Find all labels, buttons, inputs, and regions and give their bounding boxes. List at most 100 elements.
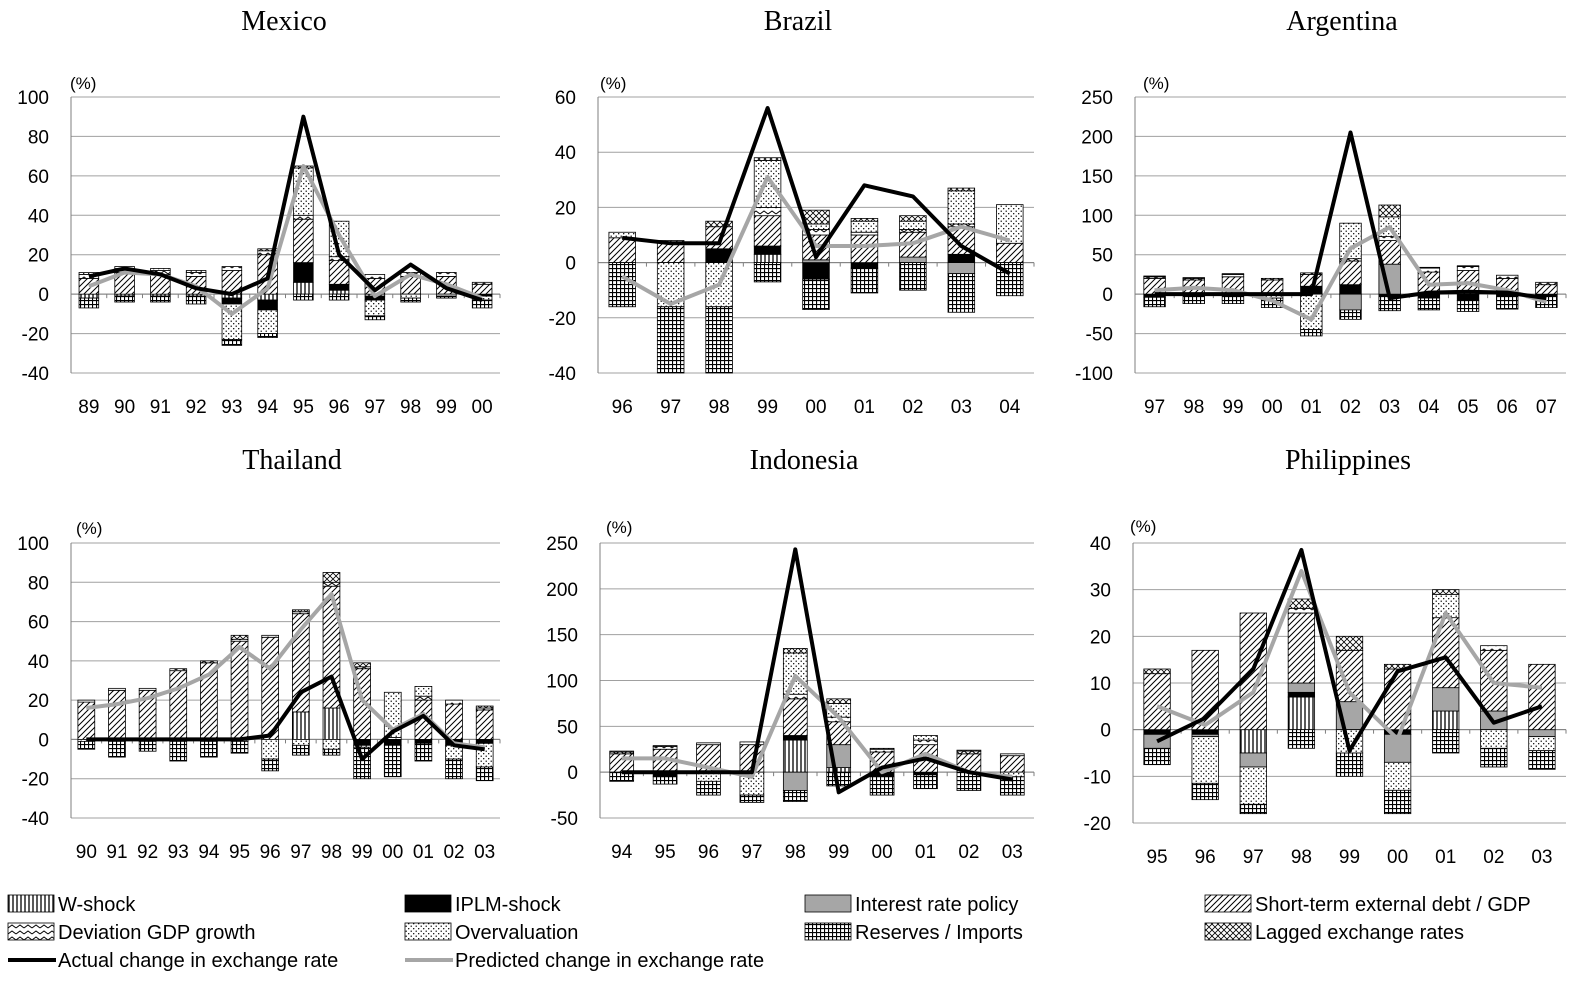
- bar-st-02: [445, 703, 463, 740]
- bar-ov-04: [1417, 266, 1441, 269]
- bar-st-89: [78, 277, 100, 295]
- x-tick-label: 00: [472, 397, 493, 418]
- bar-ov-91: [150, 268, 171, 271]
- chart-mexico: Mexico (%) -40 -20 0 20 40 60 80 100 89 90 91 92 93 94 9…: [17, 6, 501, 418]
- bar-res-99: [436, 295, 457, 299]
- bar-ov-98: [1182, 277, 1205, 279]
- bar-w-97: [291, 711, 310, 740]
- bar-res-01: [414, 742, 433, 762]
- x-tick-label: 05: [1457, 397, 1478, 418]
- bar-ov-01: [850, 220, 879, 233]
- bar-st-98: [1287, 612, 1316, 684]
- bar-ov-92: [185, 270, 207, 273]
- bar-res-95: [293, 293, 314, 301]
- x-tick-label: 92: [137, 842, 158, 863]
- bar-res-02: [899, 262, 927, 291]
- x-tick-label: 98: [709, 397, 730, 418]
- legend-swatch: [404, 922, 452, 941]
- bar-ov-96: [261, 739, 280, 760]
- bar-gdp-06: [1496, 274, 1519, 279]
- bar-gdp-96: [261, 634, 280, 638]
- bar-iplm-03: [475, 739, 494, 744]
- bar-res-00: [471, 299, 493, 309]
- bar-res-90: [77, 740, 96, 750]
- legend-swatch: [804, 894, 852, 913]
- bar-st-91: [108, 689, 126, 740]
- legend-swatch: [1204, 894, 1252, 913]
- bar-ir-03: [947, 262, 976, 275]
- bar-ov-00: [869, 747, 895, 750]
- bar-ir-98: [1287, 682, 1316, 693]
- bar-res-00: [1260, 297, 1284, 308]
- y-tick-label: 50: [1092, 246, 1113, 267]
- y-tick-label: -100: [1075, 364, 1113, 385]
- bar-lag-95: [1143, 668, 1171, 675]
- x-tick-label: 99: [436, 397, 457, 418]
- chart-title: Argentina: [1286, 6, 1398, 37]
- bar-gdp-93: [221, 266, 243, 271]
- legend-item-ov: Overvaluation: [404, 922, 578, 944]
- legend-swatch: [804, 922, 852, 941]
- x-tick-label: 01: [1301, 397, 1322, 418]
- bar-res-90: [114, 295, 135, 303]
- bar-ov-95: [652, 745, 678, 747]
- x-tick-label: 99: [1222, 397, 1243, 418]
- bar-res-97: [656, 306, 685, 374]
- bar-res-00: [1383, 789, 1412, 815]
- y-tick-label: 60: [555, 88, 576, 109]
- bar-res-96: [261, 758, 280, 772]
- x-tick-label: 01: [413, 842, 434, 863]
- legend-item-lag: Lagged exchange rates: [1204, 922, 1464, 944]
- predicted-line: [1156, 569, 1543, 741]
- x-tick-label: 00: [872, 842, 893, 863]
- bar-lag-03: [475, 705, 494, 709]
- legend-label: Lagged exchange rates: [1255, 922, 1464, 944]
- bar-res-02: [445, 758, 463, 780]
- bar-gdp-98: [1287, 607, 1316, 614]
- legend-label: IPLM-shock: [455, 894, 562, 916]
- bar-gdp-94: [200, 660, 218, 664]
- y-unit-label: (%): [606, 518, 632, 537]
- bar-iplm-01: [913, 771, 938, 776]
- predicted-line: [621, 673, 1013, 779]
- actual-line: [1156, 548, 1543, 753]
- bar-iplm-96: [328, 283, 350, 291]
- bar-ov-99: [1221, 273, 1245, 275]
- y-tick-label: 20: [1090, 627, 1111, 648]
- bar-st-93: [169, 670, 188, 740]
- bar-w-96: [328, 289, 350, 295]
- predicted-line: [1154, 225, 1547, 322]
- x-tick-label: 01: [1435, 847, 1456, 868]
- bar-iplm-02: [1339, 284, 1362, 295]
- legend-item-iplm: IPLM-shock: [404, 894, 562, 916]
- bar-st-07: [1535, 284, 1558, 295]
- y-tick-label: -20: [22, 325, 49, 346]
- bar-lag-00: [802, 209, 830, 225]
- bar-res-98: [400, 297, 421, 303]
- bar-st-00: [1260, 279, 1284, 295]
- x-tick-label: 99: [828, 842, 849, 863]
- bar-lag-99: [1335, 635, 1364, 651]
- bar-res-00: [802, 278, 830, 310]
- bar-res-02: [1480, 747, 1508, 768]
- bar-gdp-00: [471, 281, 493, 285]
- bar-res-03: [1528, 750, 1556, 770]
- bar-ir-01: [1432, 687, 1460, 712]
- bar-iplm-00: [802, 262, 830, 280]
- actual-line: [621, 547, 1013, 795]
- bar-res-00: [383, 744, 402, 778]
- bar-lag-99: [753, 157, 782, 161]
- bar-w-01: [1432, 710, 1460, 731]
- legend-swatch: [1204, 922, 1252, 941]
- bar-res-99: [753, 262, 782, 283]
- x-tick-label: 02: [443, 842, 464, 863]
- bar-w-98: [1287, 696, 1316, 731]
- bar-res-04: [1417, 297, 1441, 311]
- x-tick-label: 04: [999, 397, 1021, 418]
- bar-ir-98: [782, 771, 808, 791]
- y-tick-label: 0: [1100, 721, 1111, 742]
- bar-lag-99: [353, 662, 371, 668]
- bar-ov-98: [782, 652, 808, 695]
- y-unit-label: (%): [76, 519, 102, 538]
- bar-st-99: [1335, 649, 1364, 703]
